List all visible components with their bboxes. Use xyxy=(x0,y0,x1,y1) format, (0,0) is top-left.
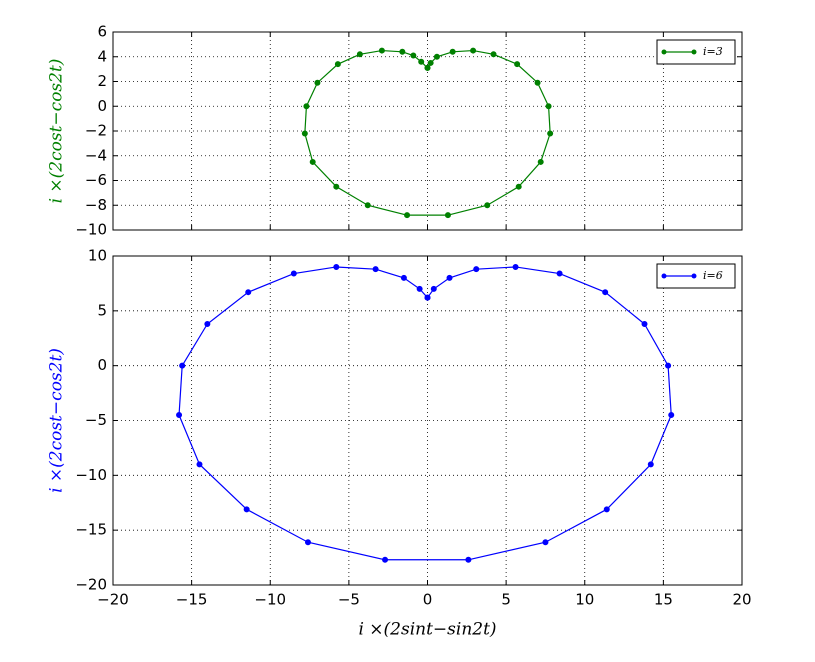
y-tick-label: 5 xyxy=(97,301,107,319)
y-tick-label: −5 xyxy=(85,411,107,429)
point xyxy=(484,202,491,209)
point xyxy=(665,362,672,369)
point xyxy=(603,506,610,513)
point xyxy=(668,412,675,419)
point xyxy=(196,461,203,468)
point xyxy=(304,539,311,546)
point xyxy=(602,289,609,296)
y-tick-label: −10 xyxy=(75,466,107,484)
y-tick-label: −6 xyxy=(85,171,107,189)
x-tick-label: 20 xyxy=(732,591,751,609)
point xyxy=(547,130,554,137)
axes-frame xyxy=(112,31,743,231)
legend-marker xyxy=(691,49,697,55)
series-line xyxy=(304,49,551,216)
legend-label: i=3 xyxy=(703,45,723,58)
point xyxy=(378,47,385,54)
point xyxy=(309,158,316,165)
legend-marker xyxy=(661,273,667,279)
point xyxy=(301,130,308,137)
point xyxy=(424,294,431,301)
point xyxy=(333,263,340,270)
y-axis-label: i ×(2cost−cos2t) xyxy=(47,348,67,493)
point xyxy=(446,274,453,281)
point xyxy=(473,266,480,273)
point xyxy=(364,202,371,209)
series-line xyxy=(178,266,672,561)
point xyxy=(537,158,544,165)
x-tick-label: 10 xyxy=(575,591,594,609)
y-axis-label: i ×(2cost−cos2t) xyxy=(47,59,67,204)
point xyxy=(404,212,411,219)
point xyxy=(542,539,549,546)
point xyxy=(512,263,519,270)
x-tick-label: 5 xyxy=(501,591,511,609)
x-tick-label: −5 xyxy=(338,591,360,609)
axes-frame xyxy=(112,255,743,586)
point xyxy=(427,59,434,66)
point xyxy=(545,103,552,110)
y-tick-label: −20 xyxy=(75,576,107,594)
legend-marker xyxy=(661,49,667,55)
point xyxy=(372,266,379,273)
x-tick-label: 15 xyxy=(654,591,673,609)
point xyxy=(430,285,437,292)
x-axis-label: i ×(2sint−sin2t) xyxy=(358,620,496,640)
point xyxy=(424,64,431,71)
point xyxy=(245,289,252,296)
y-tick-label: −8 xyxy=(85,196,107,214)
point xyxy=(314,79,321,86)
y-tick-label: 0 xyxy=(97,97,107,115)
point xyxy=(647,461,654,468)
point xyxy=(418,58,425,65)
point xyxy=(243,506,250,513)
point xyxy=(179,362,186,369)
legend-marker xyxy=(691,273,697,279)
point xyxy=(356,51,363,58)
y-tick-label: 2 xyxy=(97,72,107,90)
point xyxy=(534,79,541,86)
point xyxy=(290,270,297,277)
legend-label: i=6 xyxy=(703,269,723,282)
point xyxy=(416,285,423,292)
point xyxy=(382,556,389,563)
point xyxy=(490,51,497,58)
y-tick-label: −2 xyxy=(85,122,107,140)
y-tick-label: 0 xyxy=(97,356,107,374)
point xyxy=(449,48,456,55)
point xyxy=(641,320,648,327)
point xyxy=(444,212,451,219)
point xyxy=(399,48,406,55)
y-tick-label: 6 xyxy=(97,23,107,41)
point xyxy=(400,274,407,281)
y-tick-label: 10 xyxy=(88,247,107,265)
point xyxy=(334,61,341,68)
x-tick-label: −15 xyxy=(176,591,208,609)
x-tick-label: −20 xyxy=(97,591,129,609)
y-tick-label: −15 xyxy=(75,521,107,539)
y-tick-label: −10 xyxy=(75,221,107,239)
y-tick-label: 4 xyxy=(97,47,107,65)
point xyxy=(176,412,183,419)
point xyxy=(514,61,521,68)
point xyxy=(515,183,522,190)
point xyxy=(433,53,440,60)
y-tick-label: −4 xyxy=(85,146,107,164)
point xyxy=(204,320,211,327)
x-tick-label: 0 xyxy=(423,591,433,609)
point xyxy=(333,183,340,190)
point xyxy=(303,103,310,110)
x-tick-label: −10 xyxy=(254,591,286,609)
point xyxy=(470,47,477,54)
point xyxy=(556,270,563,277)
point xyxy=(410,52,417,59)
point xyxy=(465,556,472,563)
